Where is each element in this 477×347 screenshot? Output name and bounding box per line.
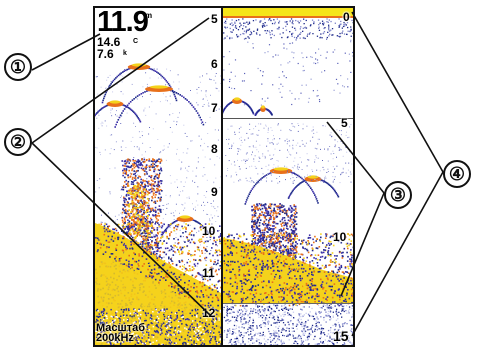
depth-tick-11: 11 <box>202 266 215 280</box>
speed-unit: k <box>123 50 127 57</box>
zoom-pane: 0 5 10 15 <box>223 8 353 345</box>
depth-tick-10: 10 <box>202 224 215 238</box>
sonar-screen: 11.9 m 14.6 C 7.6 k 5 6 7 8 9 10 11 12 М… <box>93 6 355 347</box>
callout-3: ③ <box>384 181 412 209</box>
right-tick-5: 5 <box>341 116 348 130</box>
depth-tick-12: 12 <box>202 306 215 320</box>
callout-2: ② <box>4 128 32 156</box>
depth-tick-6: 6 <box>211 57 218 71</box>
right-tick-10: 10 <box>333 230 346 244</box>
speed-readout: 7.6 <box>97 47 114 61</box>
temperature-unit: C <box>133 38 138 45</box>
depth-tick-9: 9 <box>211 185 218 199</box>
frequency-label: 200kHz <box>96 332 134 344</box>
right-tick-0: 0 <box>343 10 350 24</box>
full-range-pane: 11.9 m 14.6 C 7.6 k 5 6 7 8 9 10 11 12 М… <box>95 8 223 345</box>
depth-tick-7: 7 <box>211 101 218 115</box>
zoom-window-bottom-line <box>223 303 353 304</box>
right-tick-15: 15 <box>333 328 349 344</box>
callout-4: ④ <box>443 160 471 188</box>
depth-tick-8: 8 <box>211 142 218 156</box>
zoom-window <box>223 118 353 304</box>
callout-1: ① <box>4 53 32 81</box>
depth-tick-5: 5 <box>211 12 218 26</box>
depth-unit: m <box>145 11 152 20</box>
